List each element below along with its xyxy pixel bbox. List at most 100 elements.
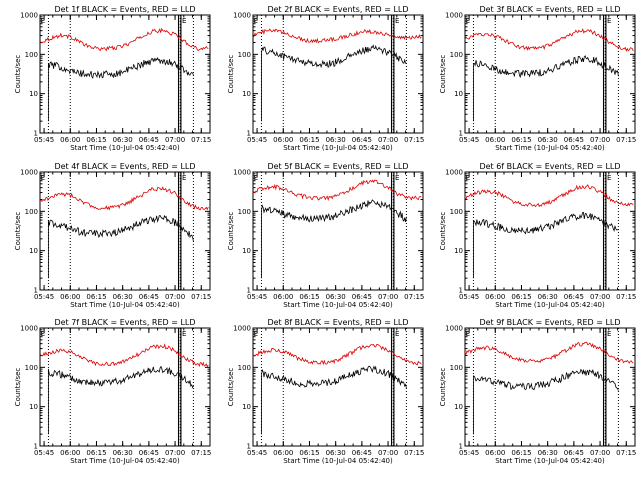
y-tick-label: 100 bbox=[25, 364, 38, 372]
chart-title: Det 1f BLACK = Events, RED = LLD bbox=[54, 5, 195, 14]
x-tick-label: 06:15 bbox=[299, 449, 319, 457]
event-marker-label: E bbox=[607, 330, 611, 338]
x-tick-label: 06:15 bbox=[299, 136, 319, 144]
lld-series-line bbox=[464, 341, 634, 364]
x-tick-label: 05:45 bbox=[459, 449, 479, 457]
x-tick-label: 06:45 bbox=[139, 449, 159, 457]
lld-series-line bbox=[252, 179, 422, 202]
chart-panel-6: Det 6f BLACK = Events, RED = LLD 1 10 100 10… bbox=[439, 162, 636, 309]
y-tick-label: 10 bbox=[242, 247, 251, 255]
x-tick-label: 05:45 bbox=[34, 136, 54, 144]
chart-title: Det 2f BLACK = Events, RED = LLD bbox=[267, 5, 408, 14]
chart-panel-1: Det 1f BLACK = Events, RED = LLD 1 10 100 10… bbox=[14, 5, 211, 152]
y-tick-label: 10 bbox=[29, 247, 38, 255]
y-tick-label: 10 bbox=[454, 403, 463, 411]
x-axis-label: Start Time (10-Jul-04 05:42:40) bbox=[495, 144, 605, 152]
plot-frame bbox=[252, 14, 424, 134]
events-series-line bbox=[48, 365, 194, 435]
x-tick-label: 05:45 bbox=[247, 449, 267, 457]
x-axis-label: Start Time (10-Jul-04 05:42:40) bbox=[283, 144, 393, 152]
x-axis-label: Start Time (10-Jul-04 05:42:40) bbox=[70, 144, 180, 152]
y-tick-label: 1 bbox=[459, 130, 463, 138]
plot-frame bbox=[252, 327, 424, 447]
plot-frame bbox=[464, 327, 636, 447]
x-tick-label: 06:00 bbox=[273, 293, 293, 301]
x-tick-label: 06:30 bbox=[326, 449, 346, 457]
y-tick-label: 1 bbox=[459, 287, 463, 295]
x-tick-label: 06:00 bbox=[273, 136, 293, 144]
x-tick-label: 06:15 bbox=[86, 449, 106, 457]
y-axis-label: Counts/sec bbox=[227, 212, 235, 251]
y-axis-label: Counts/sec bbox=[14, 55, 22, 94]
events-series-line bbox=[48, 56, 194, 122]
chart-title: Det 7f BLACK = Events, RED = LLD bbox=[54, 318, 195, 327]
x-tick-label: 07:00 bbox=[590, 293, 610, 301]
x-tick-label: 07:00 bbox=[165, 449, 185, 457]
y-tick-label: 1000 bbox=[445, 325, 463, 333]
event-marker-label: E bbox=[182, 17, 186, 25]
y-tick-label: 1000 bbox=[233, 325, 251, 333]
y-axis-label: Counts/sec bbox=[14, 212, 22, 251]
x-tick-label: 06:30 bbox=[326, 136, 346, 144]
event-marker-label: E bbox=[182, 330, 186, 338]
x-tick-label: 06:30 bbox=[538, 449, 558, 457]
y-tick-label: 1000 bbox=[445, 169, 463, 177]
plot-frame bbox=[39, 171, 211, 291]
x-axis-label: Start Time (10-Jul-04 05:42:40) bbox=[283, 457, 393, 465]
y-tick-label: 1000 bbox=[233, 169, 251, 177]
y-tick-label: 100 bbox=[25, 51, 38, 59]
x-tick-label: 06:00 bbox=[60, 449, 80, 457]
events-series-line bbox=[473, 368, 619, 435]
lld-series-line bbox=[252, 343, 422, 366]
lld-series-line bbox=[40, 27, 209, 52]
y-tick-label: 1 bbox=[34, 130, 38, 138]
y-tick-label: 100 bbox=[238, 51, 251, 59]
x-tick-label: 06:15 bbox=[511, 293, 531, 301]
x-tick-label: 06:30 bbox=[326, 293, 346, 301]
plot-frame bbox=[39, 14, 211, 134]
chart-panel-2: Det 2f BLACK = Events, RED = LLD 1 10 100 10… bbox=[227, 5, 424, 152]
x-tick-label: 05:45 bbox=[459, 136, 479, 144]
x-tick-label: 06:45 bbox=[352, 136, 372, 144]
chart-panel-7: Det 7f BLACK = Events, RED = LLD 1 10 100 10… bbox=[14, 318, 211, 465]
x-tick-label: 06:00 bbox=[60, 136, 80, 144]
x-tick-label: 06:15 bbox=[511, 449, 531, 457]
event-marker-label: E bbox=[395, 330, 399, 338]
x-tick-label: 07:15 bbox=[191, 449, 211, 457]
y-tick-label: 10 bbox=[29, 403, 38, 411]
event-marker-label: E bbox=[254, 330, 258, 338]
x-axis-label: Start Time (10-Jul-04 05:42:40) bbox=[283, 301, 393, 309]
x-tick-label: 07:00 bbox=[378, 449, 398, 457]
x-tick-label: 06:15 bbox=[86, 293, 106, 301]
x-tick-label: 06:15 bbox=[511, 136, 531, 144]
y-tick-label: 10 bbox=[242, 403, 251, 411]
event-marker-label: E bbox=[41, 174, 45, 182]
x-tick-label: 06:45 bbox=[139, 136, 159, 144]
y-tick-label: 100 bbox=[238, 208, 251, 216]
lld-series-line bbox=[464, 184, 634, 208]
x-tick-label: 07:15 bbox=[191, 136, 211, 144]
lld-series-line bbox=[464, 28, 634, 53]
lld-series-line bbox=[252, 28, 422, 44]
y-tick-label: 1000 bbox=[20, 12, 38, 20]
chart-title: Det 4f BLACK = Events, RED = LLD bbox=[54, 162, 195, 171]
event-marker-label: E bbox=[395, 17, 399, 25]
x-tick-label: 06:45 bbox=[564, 293, 584, 301]
plot-frame bbox=[464, 14, 636, 134]
x-tick-label: 07:15 bbox=[616, 136, 636, 144]
y-tick-label: 10 bbox=[242, 90, 251, 98]
plot-frame bbox=[464, 171, 636, 291]
event-marker-label: E bbox=[466, 174, 470, 182]
x-tick-label: 07:15 bbox=[191, 293, 211, 301]
y-tick-label: 1 bbox=[34, 443, 38, 451]
event-marker-label: E bbox=[254, 174, 258, 182]
x-tick-label: 07:15 bbox=[616, 449, 636, 457]
y-axis-label: Counts/sec bbox=[227, 55, 235, 94]
y-tick-label: 10 bbox=[454, 90, 463, 98]
plot-frame bbox=[252, 171, 424, 291]
y-tick-label: 1 bbox=[247, 443, 251, 451]
y-tick-label: 100 bbox=[25, 208, 38, 216]
y-tick-label: 1000 bbox=[233, 12, 251, 20]
y-tick-label: 100 bbox=[450, 208, 463, 216]
